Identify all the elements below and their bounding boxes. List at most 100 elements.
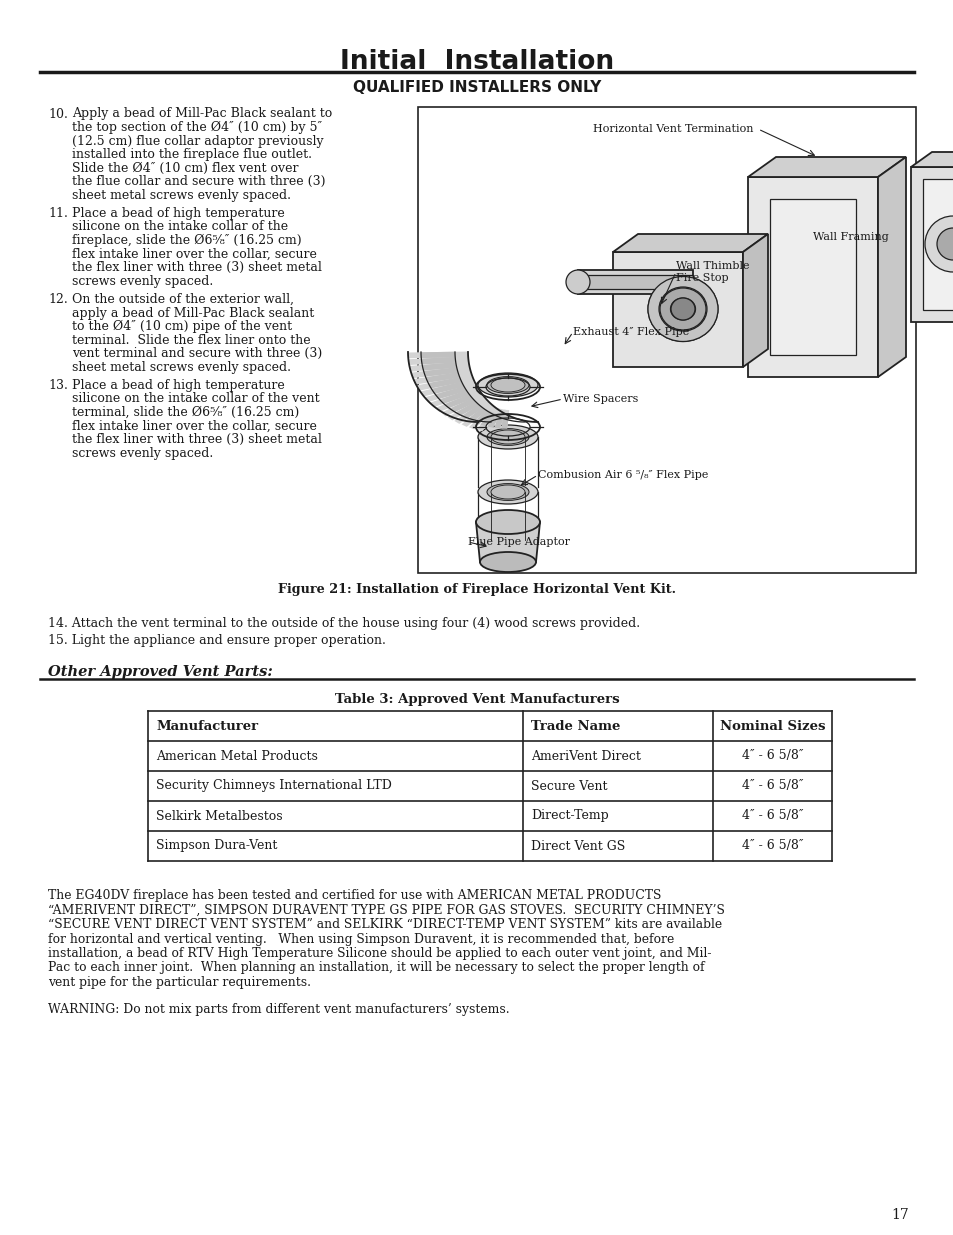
Polygon shape	[500, 410, 509, 433]
Text: terminal.  Slide the flex liner onto the: terminal. Slide the flex liner onto the	[71, 333, 311, 347]
Polygon shape	[747, 177, 877, 377]
Text: Initial  Installation: Initial Installation	[339, 49, 614, 75]
Text: Horizontal Vent Termination: Horizontal Vent Termination	[593, 124, 753, 135]
Polygon shape	[421, 357, 456, 364]
Ellipse shape	[670, 298, 695, 320]
Text: “AMERIVENT DIRECT”, SIMPSON DURAVENT TYPE GS PIPE FOR GAS STOVES.  SECURITY CHIM: “AMERIVENT DIRECT”, SIMPSON DURAVENT TYP…	[48, 904, 724, 916]
Polygon shape	[747, 157, 905, 177]
Ellipse shape	[477, 373, 537, 396]
Ellipse shape	[486, 484, 529, 500]
Text: fireplace, slide the Ø6⁵⁄₈″ (16.25 cm): fireplace, slide the Ø6⁵⁄₈″ (16.25 cm)	[71, 233, 301, 247]
Polygon shape	[910, 152, 953, 167]
Ellipse shape	[659, 288, 705, 330]
Ellipse shape	[565, 270, 589, 294]
Text: Place a bead of high temperature: Place a bead of high temperature	[71, 207, 284, 220]
Polygon shape	[416, 375, 473, 390]
Text: Nominal Sizes: Nominal Sizes	[719, 720, 824, 732]
Text: The EG40DV fireplace has been tested and certified for use with AMERICAN METAL P: The EG40DV fireplace has been tested and…	[48, 889, 660, 902]
Ellipse shape	[491, 378, 524, 391]
Text: Wall Framing: Wall Framing	[812, 232, 888, 242]
Text: 15. Light the appliance and ensure proper operation.: 15. Light the appliance and ensure prope…	[48, 634, 385, 647]
Text: silicone on the intake collar of the: silicone on the intake collar of the	[71, 221, 288, 233]
Ellipse shape	[486, 429, 529, 446]
Polygon shape	[447, 398, 487, 420]
Text: to the Ø4″ (10 cm) pipe of the vent: to the Ø4″ (10 cm) pipe of the vent	[71, 320, 292, 333]
Polygon shape	[460, 405, 483, 420]
Polygon shape	[411, 366, 470, 378]
Polygon shape	[474, 410, 491, 425]
Text: Figure 21: Installation of Fireplace Horizontal Vent Kit.: Figure 21: Installation of Fireplace Hor…	[277, 583, 676, 595]
Text: terminal, slide the Ø6⁵⁄₈″ (16.25 cm): terminal, slide the Ø6⁵⁄₈″ (16.25 cm)	[71, 406, 299, 419]
Polygon shape	[476, 406, 498, 431]
Polygon shape	[440, 394, 484, 416]
Polygon shape	[501, 415, 508, 429]
Bar	[417, 107, 915, 573]
Polygon shape	[436, 387, 466, 399]
Text: the flue collar and secure with three (3): the flue collar and secure with three (3…	[71, 175, 325, 188]
Polygon shape	[432, 382, 463, 394]
Polygon shape	[420, 379, 475, 396]
Ellipse shape	[491, 430, 524, 445]
Text: Selkirk Metalbestos: Selkirk Metalbestos	[156, 809, 282, 823]
Text: silicone on the intake collar of the vent: silicone on the intake collar of the ven…	[71, 393, 319, 405]
Text: On the outside of the exterior wall,: On the outside of the exterior wall,	[71, 293, 294, 306]
Ellipse shape	[486, 377, 529, 394]
Text: Direct Vent GS: Direct Vent GS	[531, 840, 624, 852]
Text: 4″ - 6 5/8″: 4″ - 6 5/8″	[741, 779, 802, 793]
Polygon shape	[578, 275, 692, 289]
Text: 10.: 10.	[48, 107, 68, 121]
Text: WARNING: Do not mix parts from different vent manufacturers’ systems.: WARNING: Do not mix parts from different…	[48, 1003, 509, 1015]
Text: 11.: 11.	[48, 207, 68, 220]
Polygon shape	[423, 367, 457, 377]
Polygon shape	[487, 414, 499, 427]
Polygon shape	[613, 233, 767, 252]
Polygon shape	[444, 395, 472, 409]
Polygon shape	[613, 252, 742, 367]
Text: Wall Thimble
Fire Stop: Wall Thimble Fire Stop	[676, 261, 749, 283]
Polygon shape	[435, 391, 481, 412]
Ellipse shape	[477, 425, 537, 450]
Polygon shape	[414, 370, 472, 384]
Text: 13.: 13.	[48, 379, 68, 391]
Text: apply a bead of Mill-Pac Black sealant: apply a bead of Mill-Pac Black sealant	[71, 306, 314, 320]
Polygon shape	[420, 352, 455, 358]
Ellipse shape	[647, 277, 718, 342]
Polygon shape	[409, 361, 469, 372]
Text: installed into the fireplace flue outlet.: installed into the fireplace flue outlet…	[71, 148, 312, 161]
Text: 4″ - 6 5/8″: 4″ - 6 5/8″	[741, 750, 802, 762]
Text: Place a bead of high temperature: Place a bead of high temperature	[71, 379, 284, 391]
Text: 17: 17	[890, 1208, 908, 1221]
Text: Simpson Dura-Vent: Simpson Dura-Vent	[156, 840, 277, 852]
Polygon shape	[578, 270, 692, 294]
Polygon shape	[430, 388, 479, 408]
Circle shape	[936, 228, 953, 261]
Text: Apply a bead of Mill-Pac Black sealant to: Apply a bead of Mill-Pac Black sealant t…	[71, 107, 332, 121]
Polygon shape	[923, 179, 953, 310]
Polygon shape	[425, 372, 459, 383]
Text: 4″ - 6 5/8″: 4″ - 6 5/8″	[741, 840, 802, 852]
Ellipse shape	[476, 510, 539, 534]
Text: Trade Name: Trade Name	[531, 720, 619, 732]
Text: flex intake liner over the collar, secure: flex intake liner over the collar, secur…	[71, 420, 316, 432]
Text: vent pipe for the particular requirements.: vent pipe for the particular requirement…	[48, 976, 311, 989]
Text: Slide the Ø4″ (10 cm) flex vent over: Slide the Ø4″ (10 cm) flex vent over	[71, 162, 298, 174]
Ellipse shape	[647, 277, 718, 342]
Text: sheet metal screws evenly spaced.: sheet metal screws evenly spaced.	[71, 361, 291, 373]
Text: installation, a bead of RTV High Temperature Silicone should be applied to each : installation, a bead of RTV High Tempera…	[48, 947, 711, 960]
Text: 4″ - 6 5/8″: 4″ - 6 5/8″	[741, 809, 802, 823]
Polygon shape	[408, 352, 468, 358]
Polygon shape	[449, 399, 476, 412]
Text: QUALIFIED INSTALLERS ONLY: QUALIFIED INSTALLERS ONLY	[353, 80, 600, 95]
Text: sheet metal screws evenly spaced.: sheet metal screws evenly spaced.	[71, 189, 291, 201]
Ellipse shape	[477, 480, 537, 504]
Text: American Metal Products: American Metal Products	[156, 750, 317, 762]
Polygon shape	[428, 377, 461, 388]
Polygon shape	[769, 199, 855, 354]
Text: Combusion Air 6 ⁵/₈″ Flex Pipe: Combusion Air 6 ⁵/₈″ Flex Pipe	[537, 471, 708, 480]
Polygon shape	[455, 401, 479, 416]
Text: Secure Vent: Secure Vent	[531, 779, 607, 793]
Text: screws evenly spaced.: screws evenly spaced.	[71, 274, 213, 288]
Ellipse shape	[659, 287, 706, 331]
Text: Exhaust 4″ Flex Pipe: Exhaust 4″ Flex Pipe	[573, 327, 688, 337]
Text: AmeriVent Direct: AmeriVent Direct	[531, 750, 640, 762]
